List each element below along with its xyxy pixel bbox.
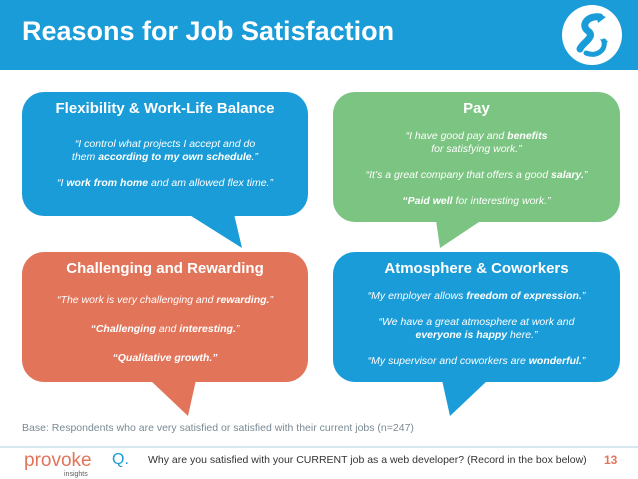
challenging-quote-1: “The work is very challenging and reward… <box>57 294 273 306</box>
refresh-logo-icon <box>562 5 622 65</box>
flexibility-title: Flexibility & Work-Life Balance <box>55 100 275 117</box>
pay-title: Pay <box>463 100 490 117</box>
atmosphere-title: Atmosphere & Coworkers <box>384 260 569 277</box>
base-note: Base: Respondents who are very satisfied… <box>22 422 414 434</box>
pay-quote-2: “It’s a great company that offers a good… <box>365 169 588 181</box>
challenging-quote-3: “Qualitative growth.” <box>112 352 218 364</box>
flexibility-bubble: Flexibility & Work-Life Balance “I contr… <box>22 92 308 216</box>
page-title: Reasons for Job Satisfaction <box>22 16 395 46</box>
page-number: 13 <box>604 453 618 467</box>
challenging-quote-2: “Challenging and interesting.” <box>90 323 240 335</box>
question-label: Q. <box>112 451 129 468</box>
flexibility-quote-1: “I control what projects I accept and do… <box>71 138 259 163</box>
atmosphere-bubble-tail <box>442 380 488 416</box>
flexibility-bubble-tail <box>188 214 242 248</box>
atmosphere-quote-1: “My employer allows freedom of expressio… <box>367 290 586 302</box>
survey-question: Why are you satisfied with your CURRENT … <box>148 454 587 466</box>
challenging-title: Challenging and Rewarding <box>66 260 264 277</box>
atmosphere-bubble: Atmosphere & Coworkers “My employer allo… <box>333 252 620 382</box>
pay-bubble: Pay “I have good pay and benefits for sa… <box>333 92 620 222</box>
atmosphere-quote-3: “My supervisor and coworkers are wonderf… <box>367 355 586 367</box>
flexibility-quote-2: “I work from home and am allowed flex ti… <box>57 177 273 189</box>
footer-divider <box>0 446 638 448</box>
pay-quote-3: “Paid well for interesting work.” <box>402 195 551 207</box>
brand-main-text: provoke <box>24 450 92 471</box>
pay-bubble-tail <box>436 220 482 248</box>
challenging-bubble: Challenging and Rewarding “The work is v… <box>22 252 308 382</box>
pay-quote-1: “I have good pay and benefits for satisf… <box>405 130 548 155</box>
provoke-insights-logo: provoke insights <box>24 450 92 478</box>
challenging-bubble-tail <box>150 380 196 416</box>
header-bar: Reasons for Job Satisfaction <box>0 0 638 70</box>
atmosphere-quote-2: “We have a great atmosphere at work and … <box>378 316 575 341</box>
brand-sub-text: insights <box>64 471 88 478</box>
